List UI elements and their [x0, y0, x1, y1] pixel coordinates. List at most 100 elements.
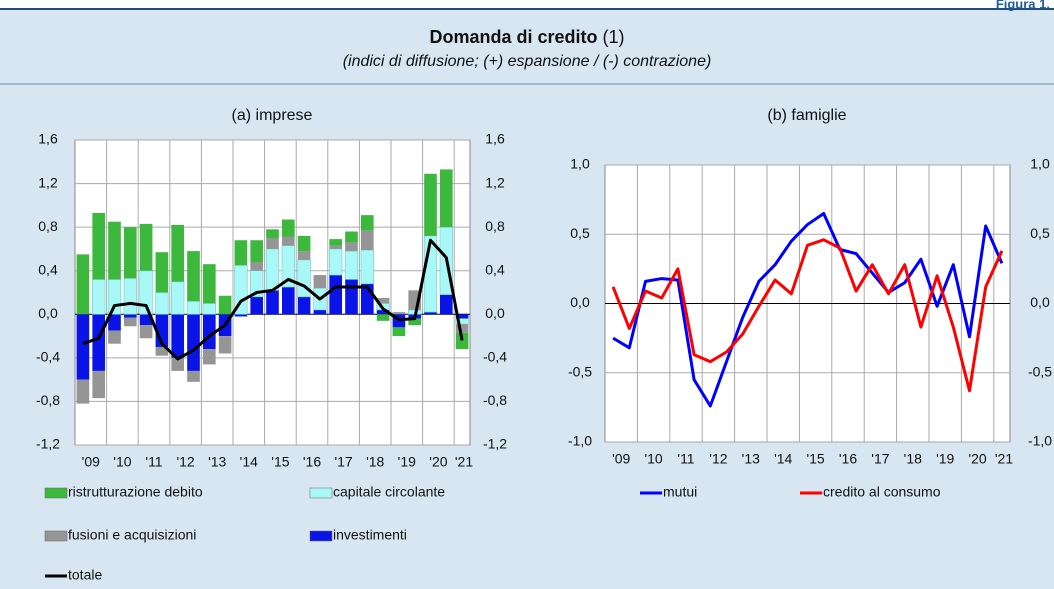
bar [186, 300, 201, 315]
line [611, 238, 1004, 393]
panel-title: (b) famiglie [767, 107, 846, 124]
bar [92, 314, 106, 371]
bar [345, 279, 358, 315]
legend-swatch [309, 530, 333, 542]
bar [297, 235, 311, 252]
x-tick-label: '15 [271, 454, 289, 470]
bar [344, 250, 359, 280]
x-tick-label: '11 [677, 451, 694, 467]
bar [92, 370, 106, 399]
x-tick-label: '09 [82, 454, 100, 470]
bar [266, 229, 279, 239]
bar [187, 370, 200, 382]
bar [76, 254, 90, 315]
x-tick-label: '13 [742, 451, 760, 467]
y2-tick-label: 0,0 [1030, 294, 1050, 310]
x-tick-label: '12 [709, 451, 727, 467]
title-note: (1) [603, 27, 625, 47]
x-tick-label: '12 [176, 454, 194, 470]
bar [376, 309, 390, 315]
bar [171, 357, 185, 371]
bar [281, 236, 295, 246]
y-tick-label: 0,0 [570, 294, 590, 310]
bar [329, 248, 343, 276]
bar [329, 239, 343, 246]
line [612, 211, 1004, 408]
bar [408, 318, 422, 326]
legend-swatch [44, 487, 68, 499]
bar [345, 242, 358, 252]
bar [234, 240, 248, 266]
x-tick-label: '16 [303, 454, 321, 470]
bar [329, 245, 343, 249]
y-tick-label: 0,8 [38, 218, 58, 234]
bar [139, 314, 153, 326]
bar [250, 262, 264, 271]
bar [218, 295, 232, 315]
y2-tick-label: 0,5 [1030, 225, 1050, 241]
x-tick-label: '18 [366, 454, 384, 470]
bar [376, 314, 390, 321]
bar [281, 245, 295, 288]
bar [439, 294, 453, 315]
bar [187, 251, 200, 302]
bar [455, 324, 469, 333]
bar [108, 221, 121, 280]
y2-tick-label: 0,4 [485, 261, 505, 277]
bar [123, 317, 137, 327]
top-strip [0, 0, 1054, 9]
bar [360, 215, 374, 231]
x-tick-label: '20 [968, 451, 986, 467]
bar [92, 279, 106, 315]
x-tick-label: '16 [839, 451, 857, 467]
y-tick-label: 0,4 [38, 261, 58, 277]
legend-label: totale [68, 567, 102, 583]
bar [392, 327, 406, 337]
y-tick-label: 0,5 [570, 225, 590, 241]
legend-swatch [44, 530, 68, 542]
bar [360, 249, 374, 285]
bar [76, 314, 90, 380]
bar [455, 332, 469, 350]
x-tick-label: '18 [904, 451, 922, 467]
legend-label: investimenti [333, 527, 407, 543]
y-tick-label: 1,2 [38, 174, 58, 190]
y-tick-label: -0,5 [568, 363, 592, 379]
bar [108, 330, 121, 344]
x-tick-label: '17 [334, 454, 352, 470]
bar [265, 248, 280, 291]
x-tick-label: '15 [806, 451, 824, 467]
bar [123, 227, 137, 279]
bar [297, 296, 311, 315]
y2-tick-label: 0,8 [485, 218, 505, 234]
bar [424, 173, 437, 236]
bar [250, 240, 264, 262]
x-tick-label: '10 [644, 451, 662, 467]
bar [376, 297, 390, 304]
legend-label: credito al consumo [823, 484, 941, 500]
bar [234, 314, 248, 317]
bar [202, 349, 216, 365]
bar [92, 212, 106, 280]
bar [313, 275, 327, 289]
y-tick-label: -1,2 [36, 436, 60, 452]
bar [123, 278, 137, 315]
y-tick-label: 1,0 [570, 156, 590, 172]
y-tick-label: -0,4 [36, 349, 60, 365]
title-main: Domanda di credito [429, 27, 597, 47]
y-tick-label: -0,8 [36, 392, 60, 408]
bar [155, 346, 169, 356]
bar [139, 223, 153, 271]
bar [171, 281, 185, 315]
x-tick-label: '20 [429, 454, 447, 470]
bar [250, 296, 264, 315]
y-tick-label: -1,0 [568, 433, 592, 449]
bar [455, 314, 469, 319]
bar [202, 264, 216, 304]
y2-tick-label: 0,0 [485, 305, 505, 321]
x-tick-label: '13 [208, 454, 226, 470]
bar [266, 238, 279, 249]
legend-label: ristrutturazione debito [68, 484, 203, 500]
legend-label: fusioni e acquisizioni [68, 527, 196, 543]
